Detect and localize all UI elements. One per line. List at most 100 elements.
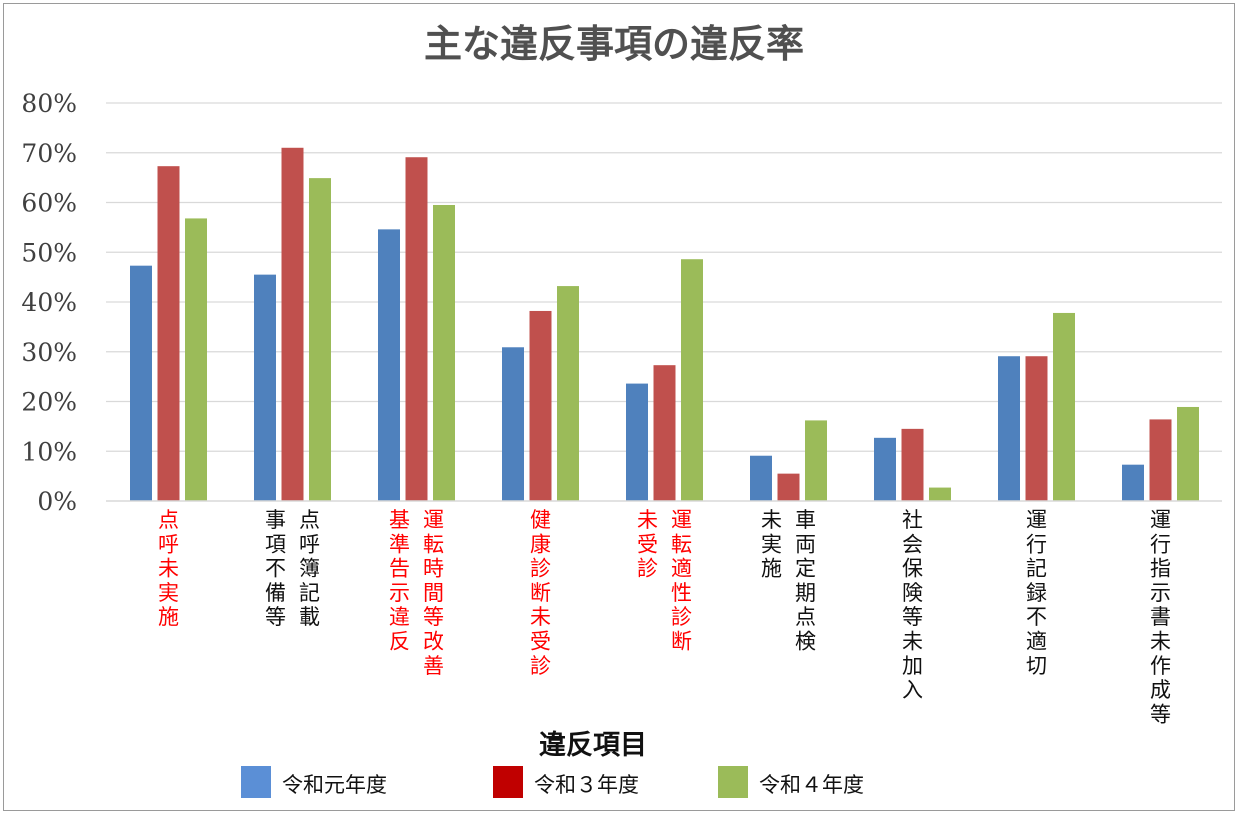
bar [777,473,800,501]
category-label-char: 保 [902,557,923,581]
category-label-char: 加 [902,654,923,678]
category-label-char: 切 [1026,654,1047,678]
category-label-char: 転 [423,532,444,556]
category-label-char: 等 [902,605,923,629]
category-label-char: 改 [423,630,444,654]
bar [502,347,524,501]
category-label-char: 善 [423,654,444,678]
category-label-char: 備 [265,581,286,605]
legend-swatch [718,766,748,798]
category-labels: 点呼未実施点呼簿記載事項不備等運転時間等改善基準告示違反健康診断未受診運転適性診… [158,508,1171,726]
category-label-char: 運 [423,508,444,532]
legend: 令和元年度 令和３年度 令和４年度 [241,766,864,798]
y-tick-label: 80% [21,89,77,118]
category-label-char: 録 [1026,581,1047,605]
category-label-char: 示 [1150,581,1171,605]
bar [281,147,304,501]
bar [529,310,552,501]
category-label-char: 康 [530,532,551,556]
bar [626,383,648,501]
category-label-char: 告 [389,557,410,581]
bar [557,286,579,501]
bar [1053,312,1075,501]
bar [653,365,676,501]
category-label-char: 運 [671,508,692,532]
legend-label: 令和４年度 [759,773,864,797]
y-tick-label: 60% [21,189,77,218]
category-label-char: 運 [1150,508,1171,532]
category-label-char: 定 [795,557,816,581]
category-label-char: 行 [1150,532,1171,556]
category-label-char: 点 [158,508,179,532]
category-label-char: 作 [1150,654,1171,678]
bar [433,204,455,502]
category-label-char: 記 [1026,557,1047,581]
category-label-char: 等 [423,605,444,629]
category-label-char: 診 [671,605,692,629]
bar [998,356,1020,501]
bar [405,157,428,502]
category-label-char: 示 [389,581,410,605]
category-label-char: 不 [1026,605,1047,629]
bars [130,147,1199,502]
y-tick-label: 40% [21,288,77,317]
category-label-char: 行 [1026,532,1047,556]
category-label-char: 実 [158,581,179,605]
bar [750,455,772,501]
category-label-char: 事 [265,508,286,532]
y-tick-label: 30% [21,338,77,367]
category-label-char: 呼 [299,532,320,556]
y-tick-label: 0% [37,487,77,516]
category-label-char: 受 [637,532,658,556]
bar [254,274,276,501]
category-label-char: 違 [389,605,410,629]
bar [378,229,400,502]
category-label-char: 未 [902,630,923,654]
y-tick-label: 20% [21,388,77,417]
category-label-char: 未 [637,508,658,532]
category-label-char: 呼 [158,532,179,556]
category-label-char: 等 [1150,702,1171,726]
category-label-char: 車 [795,508,816,532]
category-label-char: 時 [423,557,444,581]
category-label-char: 指 [1150,557,1171,581]
category-label-char: 未 [1150,630,1171,654]
bar [185,218,207,502]
category-label-char: 記 [299,581,320,605]
bar [157,166,180,501]
bar [681,259,703,501]
bar [874,437,896,501]
category-label-char: 断 [671,630,692,654]
category-label-char: 性 [671,581,692,605]
category-label-char: 成 [1150,678,1171,702]
category-label-char: 実 [761,532,782,556]
bar [1177,406,1199,501]
category-label-char: 転 [671,532,692,556]
category-label-char: 健 [530,508,551,532]
category-label-char: 間 [423,581,444,605]
category-label-char: 書 [1150,605,1171,629]
category-label-char: 適 [671,557,692,581]
bar [805,420,827,501]
category-label-char: 両 [795,532,816,556]
legend-label: 令和３年度 [534,773,639,797]
y-tick-label: 50% [21,238,77,267]
bar [901,428,924,501]
category-label-char: 施 [761,557,782,581]
category-label-char: 準 [389,532,410,556]
category-label-char: 未 [761,508,782,532]
category-label-char: 険 [902,581,923,605]
category-label-char: 適 [1026,630,1047,654]
y-tick-label: 10% [21,437,77,466]
bar [1025,356,1048,501]
category-label-char: 反 [389,630,410,654]
category-label-char: 断 [530,581,551,605]
bar [130,265,152,501]
category-label-char: 点 [299,508,320,532]
category-label-char: 簿 [299,557,320,581]
category-label-char: 施 [158,605,179,629]
category-label-char: 等 [265,605,286,629]
bar [929,487,951,501]
category-label-char: 受 [530,630,551,654]
